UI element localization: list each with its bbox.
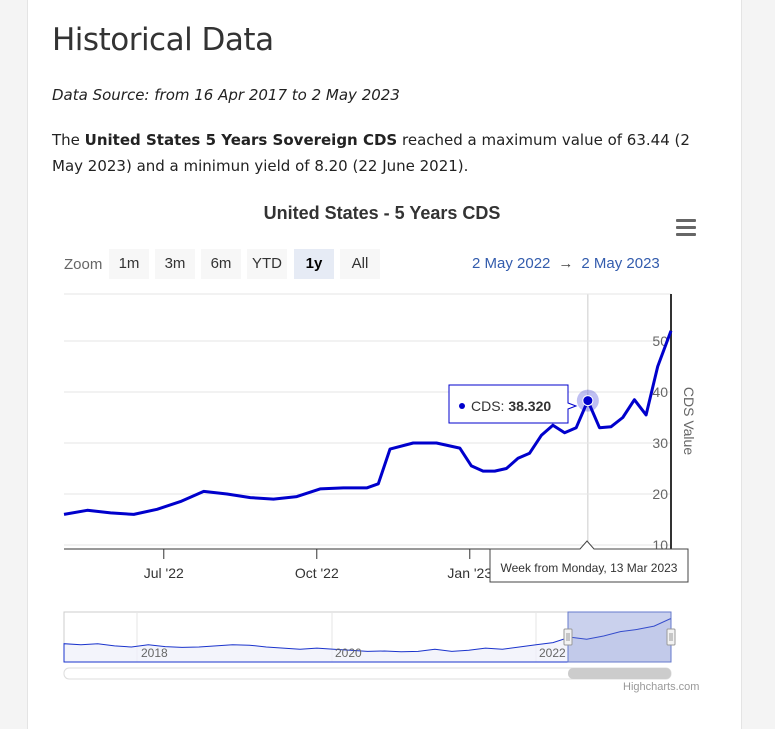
summary-subject: United States 5 Years Sovereign CDS	[84, 131, 398, 149]
content-card	[27, 0, 742, 729]
zoom-button-ytd[interactable]: YTD	[247, 249, 287, 279]
zoom-label: Zoom	[64, 256, 103, 273]
tooltip-marker-icon	[459, 403, 465, 409]
y-tick-label-20: 20	[652, 486, 668, 502]
date-range: 2 May 2022 → 2 May 2023	[472, 255, 660, 272]
x-tick-label: Jul '22	[144, 565, 184, 581]
zoom-button-all[interactable]: All	[340, 249, 380, 279]
x-tick-label: Jan '23	[447, 565, 492, 581]
cds-chart: United States - 5 Years CDS Zoom 1m 3m 6…	[52, 195, 712, 705]
chart-menu-icon[interactable]	[676, 219, 696, 237]
svg-text:CDS: 38.320: CDS: 38.320	[471, 398, 551, 414]
zoom-button-6m[interactable]: 6m	[201, 249, 241, 279]
navigator[interactable]: 2018 2020 2022	[63, 611, 676, 663]
navigator-left-handle[interactable]	[563, 628, 573, 646]
navigator-series	[63, 617, 672, 663]
summary-text-start: The	[52, 131, 85, 149]
range-from-input[interactable]: 2 May 2022	[472, 255, 551, 272]
tooltip: CDS: 38.320	[448, 384, 578, 424]
zoom-button-3m[interactable]: 3m	[155, 249, 195, 279]
navigator-label-2020: 2020	[335, 646, 362, 660]
navigator-label-2018: 2018	[141, 646, 168, 660]
y-tick-label-40: 40	[652, 384, 668, 400]
tooltip-series-label: CDS:	[471, 398, 508, 414]
navigator-label-2022: 2022	[539, 646, 566, 660]
summary-text-end: reached a maximum value of 63.44 (2 May …	[52, 131, 690, 175]
crosshair-label: Week from Monday, 13 Mar 2023	[489, 540, 689, 583]
range-arrow: →	[558, 255, 574, 272]
chart-title: United States - 5 Years CDS	[263, 203, 501, 223]
range-to-input[interactable]: 2 May 2023	[581, 255, 660, 272]
page-title: Historical Data	[52, 22, 274, 58]
highcharts-credit-link[interactable]: Highcharts.com	[623, 681, 700, 693]
gridlines	[64, 293, 671, 546]
cds-series-line	[63, 330, 673, 516]
summary-paragraph: The United States 5 Years Sovereign CDS …	[52, 127, 712, 179]
navigator-right-handle[interactable]	[666, 628, 676, 646]
navigator-selection[interactable]	[567, 611, 672, 663]
x-tick-label: Oct '22	[295, 565, 339, 581]
tooltip-value: 38.320	[508, 398, 551, 414]
crosshair-label-text: Week from Monday, 13 Mar 2023	[501, 561, 678, 575]
hover-point[interactable]	[582, 395, 594, 407]
zoom-button-1y[interactable]: 1y	[294, 249, 334, 279]
data-source-note: Data Source: from 16 Apr 2017 to 2 May 2…	[52, 86, 400, 104]
y-tick-label-30: 30	[652, 435, 668, 451]
y-axis-title: CDS Value	[681, 387, 697, 455]
zoom-button-1m[interactable]: 1m	[109, 249, 149, 279]
scrollbar-thumb[interactable]	[568, 668, 671, 679]
